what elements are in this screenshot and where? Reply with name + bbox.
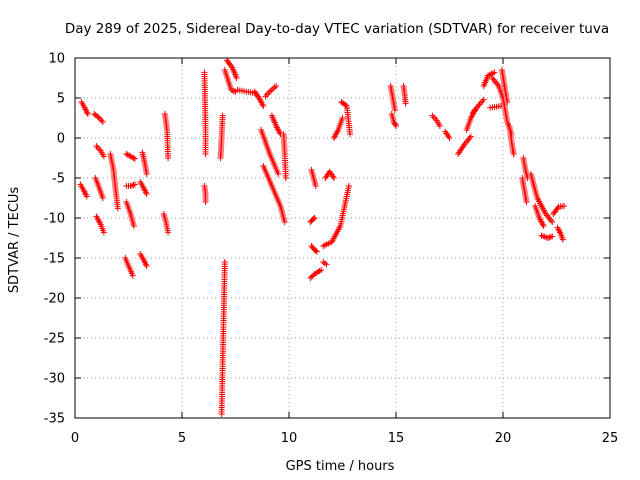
data-point [549,233,556,240]
data-point [311,215,318,221]
data-point [549,219,556,225]
data-point [345,183,352,189]
data-point [307,275,314,281]
x-tick-label: 10 [281,431,298,446]
data-point [217,155,224,161]
data-point [143,191,150,197]
chart-title: Day 289 of 2025, Sidereal Day-to-day VTE… [65,21,609,37]
data-point [282,175,289,181]
data-point [436,123,443,129]
x-tick-label: 25 [602,431,619,446]
y-tick-label: -5 [52,172,65,187]
y-tick-label: -30 [44,372,65,387]
y-tick-label: -25 [44,332,65,347]
data-point [84,111,91,117]
data-point [346,131,353,137]
data-point [143,171,150,177]
data-point [342,102,349,108]
data-point [131,181,138,188]
data-point [310,272,317,279]
data-point [559,236,566,243]
y-tick-label: 0 [57,132,65,147]
data-point [260,103,267,109]
y-tick-label: 10 [48,52,65,67]
data-point [129,272,136,279]
data-point [312,247,319,254]
data-point [330,175,337,181]
data-point [523,199,530,205]
data-point [127,183,134,189]
data-point [218,411,225,417]
x-tick-label: 20 [495,431,512,446]
data-point [114,205,121,212]
grid-lines [75,58,610,418]
data-point [393,123,399,129]
data-point [100,153,107,160]
data-point [308,273,315,280]
data-point [130,223,137,229]
data-point [281,219,288,225]
y-tick-label: -15 [44,252,65,267]
data-point [202,199,209,205]
x-tick-labels: 0 5 10 15 20 25 [71,431,618,446]
data-point [130,155,137,161]
data-point [339,115,346,121]
data-point [323,261,330,268]
data-points [77,57,567,417]
data-point [165,229,172,236]
data-point [560,203,567,209]
data-point [229,87,236,94]
data-point [275,171,282,177]
y-tick-label: -10 [44,212,65,227]
data-point [202,151,209,157]
data-point [143,263,150,269]
y-tick-label: -20 [44,292,65,307]
data-point [540,223,547,229]
data-point [467,133,474,140]
data-point [130,181,137,188]
data-point [547,233,554,240]
data-point [99,195,106,201]
x-axis-label: GPS time / hours [286,459,395,474]
data-point [273,83,280,89]
data-point [318,267,325,273]
data-point [99,119,106,125]
data-point [312,183,319,189]
data-point [504,99,511,105]
data-point [392,121,399,128]
data-point [100,229,107,236]
data-point [544,235,551,241]
x-tick-label: 0 [71,431,79,446]
data-point [546,234,553,241]
data-point [231,88,238,95]
x-tick-label: 15 [388,431,405,446]
data-point [94,113,101,120]
data-point [228,63,235,70]
data-point [480,96,487,103]
data-point [228,87,235,93]
data-point [391,120,398,127]
x-tick-label: 5 [178,431,186,446]
axis-ticks [74,57,611,419]
y-axis-label: SDTVAR / TECUs [7,187,22,294]
y-tick-labels: -35 -30 -25 -20 -15 -10 -5 0 5 10 [44,52,65,427]
data-point [233,75,240,81]
data-point [310,215,317,222]
data-point [446,135,453,141]
y-tick-label: 5 [57,92,65,107]
data-point [129,182,136,189]
plot-frame [74,57,611,419]
y-tick-label: -35 [44,412,65,427]
data-point [165,155,172,161]
data-point [390,119,397,125]
data-point [402,100,409,107]
data-point [391,107,398,113]
data-point [491,69,498,76]
data-point [83,193,90,200]
data-point [131,155,138,162]
data-point [510,151,517,157]
data-point [313,248,320,255]
